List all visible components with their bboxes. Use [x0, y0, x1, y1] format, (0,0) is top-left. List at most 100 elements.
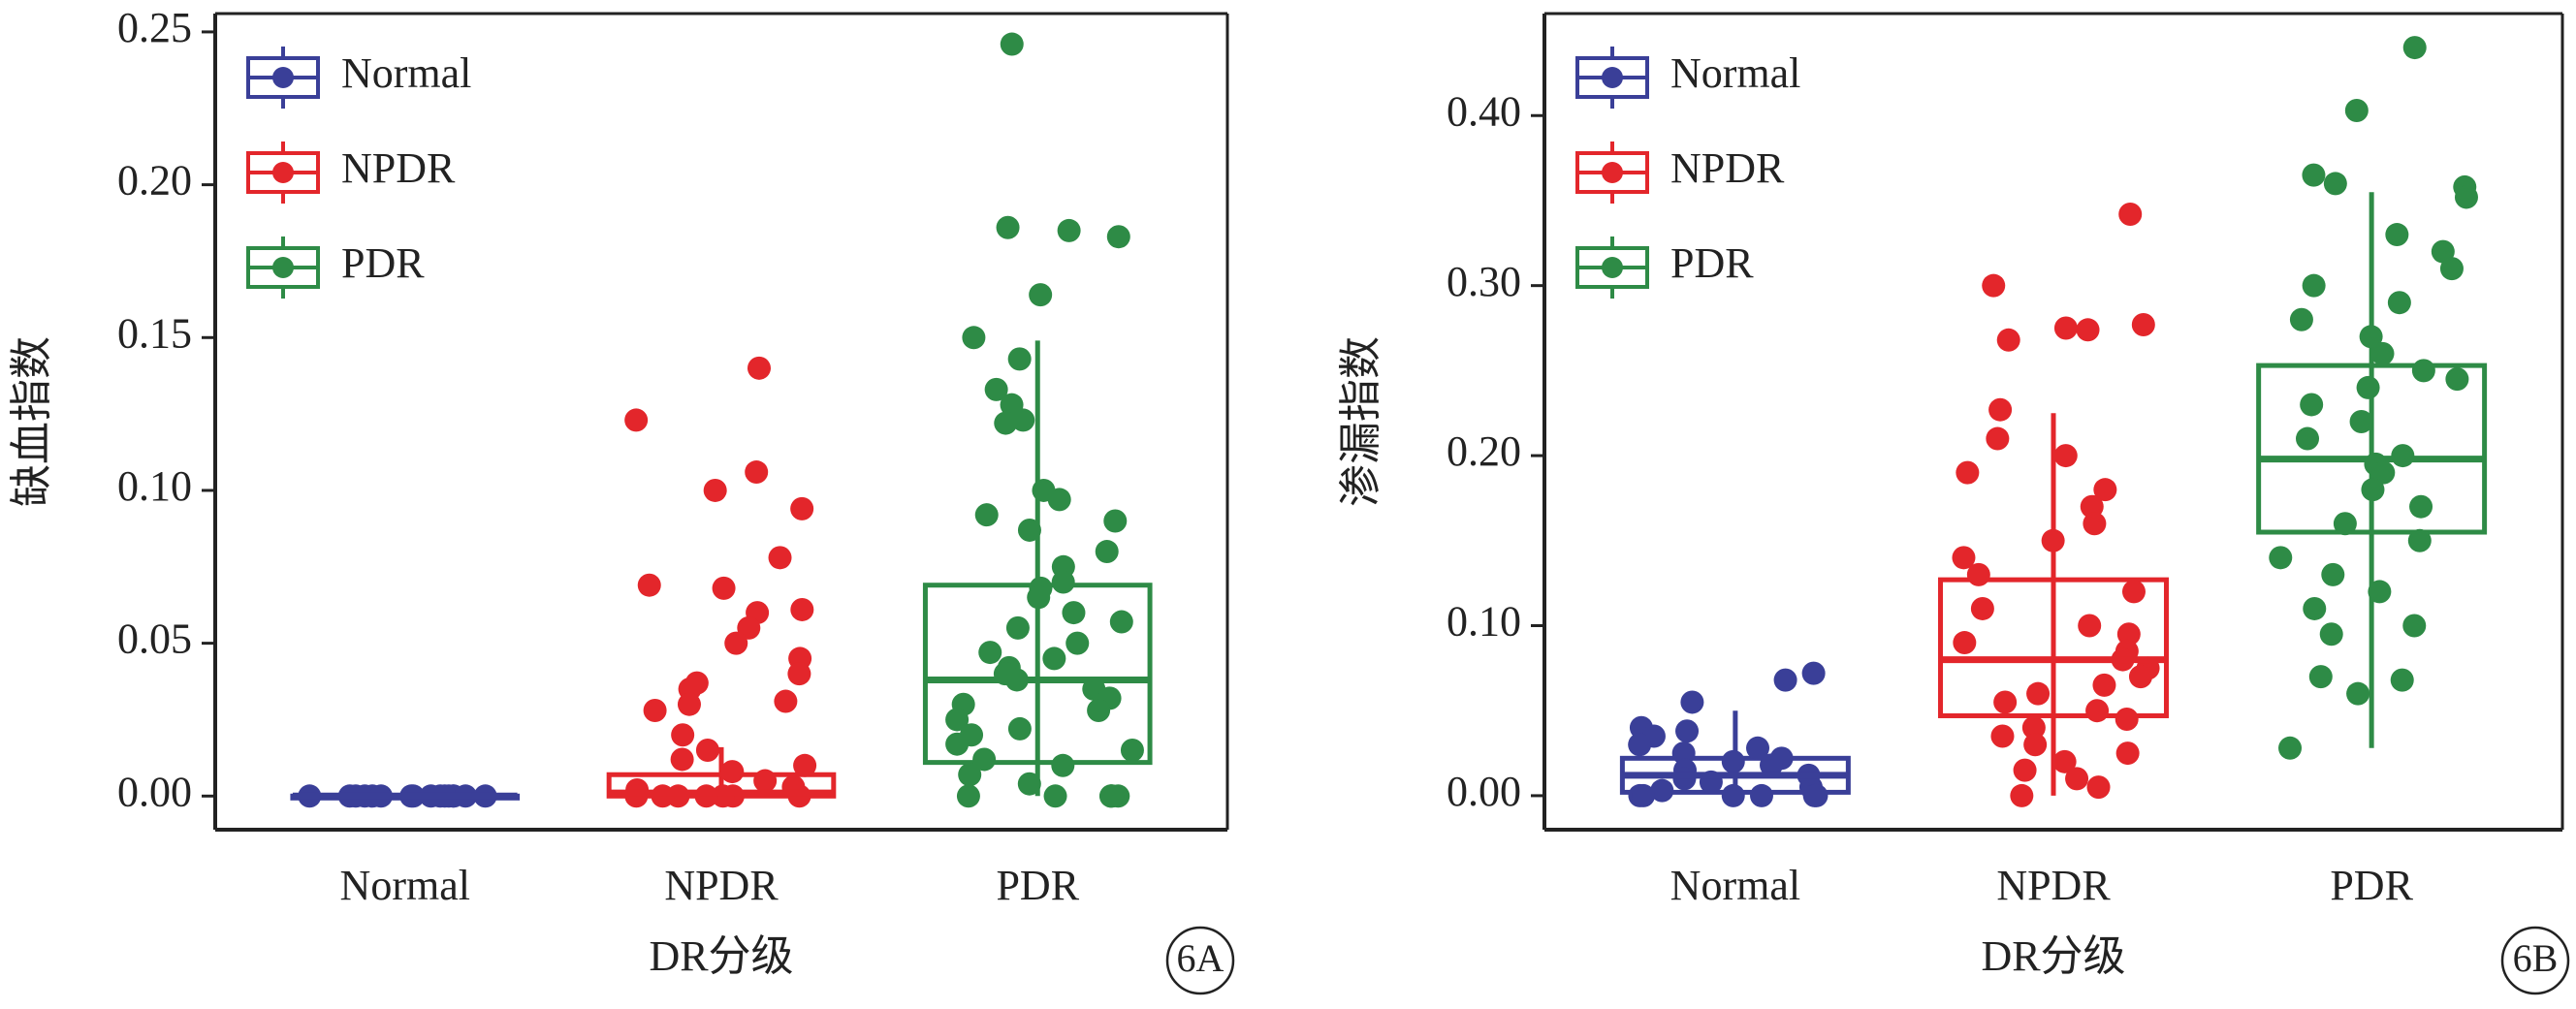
- data-point: [1007, 716, 1032, 741]
- x-tick-label: PDR: [996, 862, 1079, 909]
- data-point: [978, 641, 1002, 665]
- data-point: [2319, 622, 2343, 646]
- y-axis-label: 缺血指数: [8, 336, 55, 507]
- data-point: [2021, 715, 2046, 740]
- data-point: [2371, 460, 2396, 485]
- data-point: [2116, 622, 2141, 646]
- data-point: [670, 747, 694, 772]
- data-point: [695, 739, 719, 763]
- data-point: [1005, 615, 1030, 640]
- data-point: [1760, 753, 1784, 777]
- x-tick-label: Normal: [1670, 862, 1800, 909]
- data-point: [1671, 741, 1696, 766]
- y-tick-label: 0.15: [117, 309, 192, 357]
- data-point: [2439, 257, 2464, 281]
- data-point: [1650, 778, 1674, 803]
- data-point: [2346, 681, 2370, 706]
- data-point: [774, 689, 798, 713]
- data-point: [1746, 736, 1770, 760]
- data-point: [1721, 749, 1745, 773]
- data-point: [1017, 772, 1041, 796]
- data-point: [1042, 646, 1066, 671]
- y-tick-label: 0.00: [1447, 768, 1521, 815]
- legend-dot: [272, 257, 294, 278]
- data-point: [1986, 426, 2010, 451]
- data-point: [1675, 719, 1700, 743]
- annotation-circle: [1165, 926, 1235, 995]
- data-point: [2445, 367, 2469, 392]
- data-point: [1007, 347, 1032, 371]
- data-point: [2323, 172, 2347, 196]
- data-point: [1106, 225, 1130, 249]
- x-tick-label: PDR: [2330, 862, 2413, 909]
- legend-label: PDR: [1670, 239, 1754, 287]
- data-point: [793, 753, 817, 777]
- data-point: [962, 326, 986, 350]
- data-point: [787, 662, 811, 686]
- x-tick-label: NPDR: [1996, 862, 2111, 909]
- data-point: [2407, 528, 2432, 552]
- data-point: [1103, 509, 1128, 533]
- data-point: [2368, 580, 2392, 604]
- y-axis-label: 渗漏指数: [1337, 336, 1384, 507]
- data-point: [2289, 307, 2313, 331]
- data-point: [745, 460, 769, 485]
- data-point: [996, 215, 1020, 239]
- data-point: [1099, 784, 1124, 808]
- data-point: [2078, 614, 2102, 638]
- data-point: [2052, 749, 2077, 773]
- legend-label: NPDR: [341, 144, 456, 192]
- data-point: [2041, 528, 2065, 552]
- data-point: [984, 377, 1008, 401]
- data-point: [2128, 665, 2152, 689]
- data-point: [1109, 610, 1133, 634]
- data-point: [1966, 562, 1990, 586]
- data-point: [2053, 444, 2078, 468]
- data-point: [1047, 488, 1071, 512]
- data-point: [2344, 98, 2369, 122]
- data-point: [737, 615, 761, 640]
- data-point: [753, 769, 778, 793]
- data-point: [994, 411, 1018, 435]
- legend-label: Normal: [1670, 49, 1800, 97]
- data-point: [1801, 661, 1826, 685]
- data-point: [2092, 673, 2116, 697]
- data-point: [2296, 426, 2320, 451]
- data-point: [1804, 783, 1829, 807]
- data-point: [2086, 775, 2111, 800]
- data-point: [956, 784, 980, 808]
- y-tick-label: 0.20: [117, 157, 192, 205]
- data-point: [2385, 223, 2409, 247]
- data-point: [2026, 681, 2051, 706]
- data-point: [1051, 753, 1075, 777]
- box-group: [2256, 36, 2488, 760]
- data-point: [2065, 767, 2089, 791]
- data-point: [2115, 707, 2139, 731]
- data-point: [2300, 393, 2324, 417]
- y-tick-label: 0.10: [1447, 598, 1521, 646]
- annotation: 6A: [1177, 936, 1224, 980]
- y-tick-label: 0.20: [1447, 427, 1521, 475]
- data-point: [1017, 518, 1041, 542]
- data-point: [1990, 724, 2015, 748]
- box-group: [922, 32, 1153, 808]
- data-point: [2080, 494, 2104, 519]
- data-point: [2013, 758, 2037, 782]
- data-point: [1065, 631, 1090, 655]
- y-tick-label: 0.10: [117, 462, 192, 510]
- data-point: [1057, 218, 1081, 242]
- data-point: [974, 503, 999, 527]
- data-point: [1120, 739, 1144, 763]
- data-point: [2387, 291, 2411, 315]
- data-point: [1773, 668, 1797, 692]
- data-point: [2053, 316, 2078, 340]
- data-point: [1011, 408, 1035, 432]
- y-tick-label: 0.05: [117, 615, 192, 663]
- data-point: [1956, 460, 1980, 485]
- data-point: [2302, 273, 2326, 298]
- annotation: 6B: [2513, 936, 2559, 980]
- data-point: [2321, 562, 2345, 586]
- data-point: [2115, 741, 2140, 766]
- data-point: [790, 496, 814, 520]
